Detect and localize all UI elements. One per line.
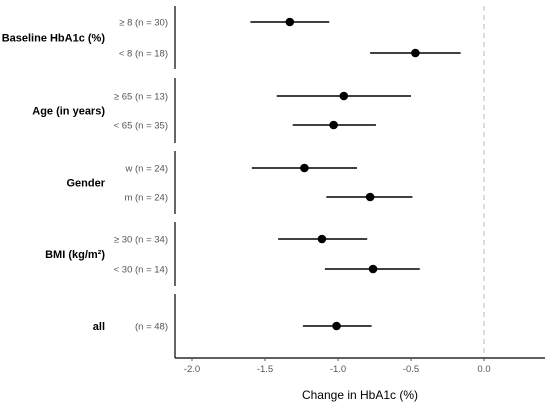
x-tick-label: -1.0 — [330, 364, 346, 375]
row-label: < 65 (n = 35) — [114, 121, 168, 132]
row-label: ≥ 65 (n = 13) — [114, 92, 168, 103]
x-tick-label: 0.0 — [477, 364, 490, 375]
row-label: ≥ 8 (n = 30) — [119, 18, 168, 29]
point-estimate — [329, 120, 338, 130]
row-label: w (n = 24) — [124, 164, 168, 175]
x-tick-label: -1.5 — [257, 364, 273, 375]
group-label: BMI (kg/m²) — [45, 249, 105, 261]
point-estimate — [365, 192, 375, 202]
point-estimate — [317, 234, 327, 244]
group-label: Age (in years) — [32, 106, 105, 118]
point-estimate — [339, 91, 349, 101]
group-label: Baseline HbA1c (%) — [2, 33, 106, 45]
x-tick-label: -0.5 — [403, 364, 419, 375]
row-label: < 30 (n = 14) — [114, 265, 168, 276]
group-label: Gender — [66, 178, 105, 190]
row-label: ≥ 30 (n = 34) — [114, 235, 168, 246]
row-label: m (n = 24) — [124, 193, 168, 204]
x-tick-label: -2.0 — [184, 364, 200, 375]
group-label: all — [93, 321, 105, 333]
row-label: (n = 48) — [135, 322, 168, 333]
point-estimate — [300, 163, 309, 173]
point-estimate — [368, 264, 378, 274]
point-estimate — [285, 17, 295, 27]
x-axis-title: Change in HbA1c (%) — [302, 388, 418, 402]
point-estimate — [332, 321, 341, 331]
point-estimate — [411, 48, 420, 58]
row-label: < 8 (n = 18) — [119, 49, 168, 60]
